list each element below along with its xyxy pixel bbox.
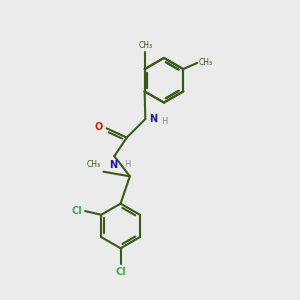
- Text: Cl: Cl: [115, 267, 126, 277]
- Text: CH₃: CH₃: [87, 160, 101, 169]
- Text: N: N: [149, 114, 157, 124]
- Text: H: H: [161, 117, 167, 126]
- Text: Cl: Cl: [72, 206, 83, 216]
- Text: H: H: [124, 160, 130, 169]
- Text: N: N: [109, 160, 117, 170]
- Text: CH₃: CH₃: [138, 41, 152, 50]
- Text: CH₃: CH₃: [199, 58, 213, 68]
- Text: O: O: [94, 122, 103, 132]
